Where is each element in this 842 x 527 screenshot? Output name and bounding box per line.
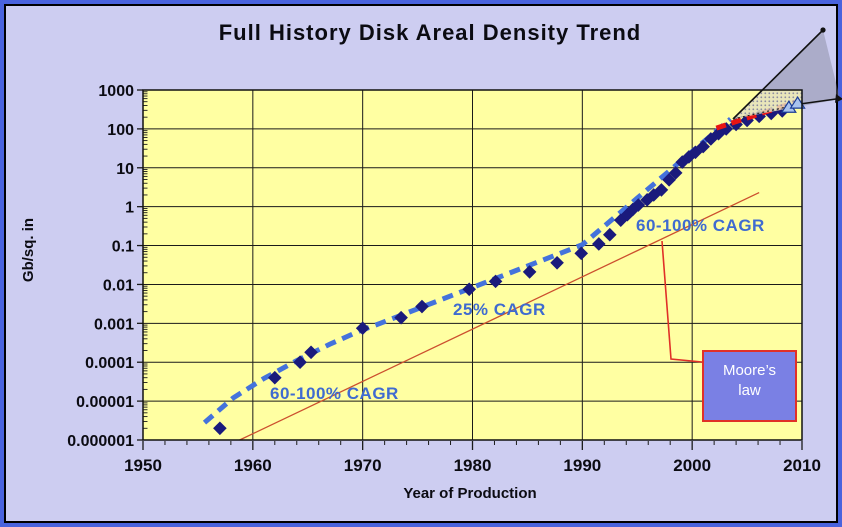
y-tick-label: 0.001 bbox=[94, 316, 134, 333]
data-point-diamond bbox=[355, 321, 370, 335]
annotation-cagr-mid: 25% CAGR bbox=[453, 300, 546, 319]
data-point-diamond bbox=[668, 166, 683, 180]
y-tick-label: 0.000001 bbox=[67, 433, 134, 450]
data-point-diamond bbox=[415, 299, 429, 314]
projection-lower-line bbox=[799, 98, 837, 105]
data-point-diamond bbox=[602, 227, 617, 242]
moore-law-label-line2: law bbox=[738, 382, 761, 399]
data-point-diamond bbox=[631, 198, 646, 212]
y-tick-label: 1000 bbox=[98, 83, 134, 100]
x-tick-label: 1950 bbox=[124, 456, 162, 475]
data-point-diamond bbox=[394, 310, 408, 325]
y-tick-label: 0.0001 bbox=[85, 355, 134, 372]
annotation-cagr-late: 60-100% CAGR bbox=[636, 216, 765, 235]
moore-law-line bbox=[239, 192, 760, 441]
chart-title: Full History Disk Areal Density Trend bbox=[218, 20, 642, 45]
data-point-diamond bbox=[696, 139, 710, 154]
moore-law-label-box: Moore’s law bbox=[702, 350, 797, 422]
data-point-diamond bbox=[646, 188, 661, 202]
trend-dashed-line bbox=[202, 117, 733, 425]
annotation-cagr-early: 60-100% CAGR bbox=[270, 384, 399, 403]
projection-fan-grey bbox=[762, 30, 840, 106]
data-point-diamond bbox=[293, 355, 307, 370]
projection-lower-line-dotted bbox=[732, 103, 801, 120]
projection-fan-stippled bbox=[733, 90, 802, 119]
data-point-diamond bbox=[268, 370, 282, 385]
y-tick-label: 100 bbox=[107, 122, 134, 139]
data-point-diamond bbox=[682, 150, 696, 164]
future-point-triangle bbox=[789, 95, 806, 109]
projection-upper-line bbox=[732, 29, 824, 120]
x-tick-label: 1970 bbox=[344, 456, 382, 475]
projection-arrowhead bbox=[835, 94, 842, 103]
y-axis-title: Gb/sq. in bbox=[20, 217, 37, 283]
data-point-diamond bbox=[574, 246, 589, 261]
y-tick-label: 0.00001 bbox=[76, 394, 134, 411]
moore-law-label-line1: Moore’s bbox=[722, 362, 777, 379]
x-tick-label: 1990 bbox=[563, 456, 601, 475]
moore-law-callout bbox=[661, 240, 703, 363]
data-point-diamond bbox=[592, 237, 606, 251]
y-tick-label: 1 bbox=[125, 200, 134, 217]
data-point-diamond bbox=[522, 265, 537, 279]
projection-upper-line-end-dot bbox=[820, 27, 826, 33]
y-tick-label: 0.1 bbox=[112, 239, 134, 256]
x-tick-label: 1980 bbox=[454, 456, 492, 475]
data-point-diamond bbox=[654, 183, 669, 197]
data-point-diamond bbox=[620, 207, 635, 222]
data-point-diamond bbox=[304, 345, 318, 360]
data-point-diamond bbox=[213, 421, 227, 436]
y-tick-label: 0.01 bbox=[103, 277, 134, 294]
data-point-diamond bbox=[488, 274, 503, 289]
data-point-diamond bbox=[550, 256, 564, 270]
x-axis-title: Year of Production bbox=[403, 485, 537, 502]
data-point-diamond bbox=[462, 282, 477, 297]
data-point-diamond bbox=[688, 145, 703, 160]
x-tick-label: 1960 bbox=[234, 456, 272, 475]
data-point-diamond bbox=[640, 193, 654, 207]
y-tick-label: 10 bbox=[116, 161, 134, 178]
x-tick-label: 2000 bbox=[673, 456, 711, 475]
plot-border bbox=[142, 89, 803, 441]
x-tick-label: 2010 bbox=[783, 456, 821, 475]
data-point-diamond bbox=[662, 173, 676, 187]
